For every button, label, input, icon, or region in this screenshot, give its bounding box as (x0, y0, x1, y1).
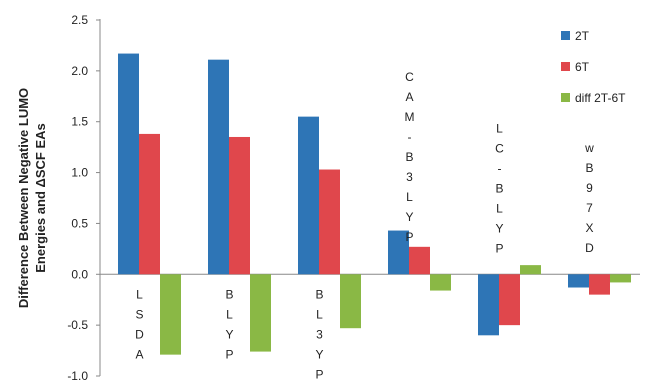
category-label-char: - (408, 130, 412, 144)
category-label-char: 3 (406, 170, 413, 184)
category-label: C A M - B 3 L Y P (405, 70, 415, 244)
legend-swatch (561, 93, 570, 102)
legend: 2T 6T diff 2T-6T (561, 29, 626, 105)
bar-2t-bl3yp (298, 116, 319, 275)
category-label-char: 3 (316, 327, 323, 341)
y-tick-label: 2.5 (71, 13, 88, 27)
category-label-char: M (405, 110, 415, 124)
category-label-char: S (135, 307, 143, 321)
bar-diff-2t-6t-lsda (160, 274, 181, 355)
category-label-char: P (495, 241, 503, 255)
y-axis: -1.0 -0.5 0.0 0.5 1.0 1.5 2.0 2.5 (67, 13, 640, 380)
legend-label: 2T (575, 29, 590, 43)
bar-6t-wb97xd (589, 274, 610, 295)
category-label-char: Y (405, 210, 413, 224)
bar-diff-2t-6t-blyp (250, 274, 271, 352)
bar-6t-cam-b3lyp (409, 246, 430, 275)
category-label-char: L (406, 190, 413, 204)
y-axis-label: Difference Between Negative LUMO Energies… (16, 88, 48, 308)
category-label-char: Y (225, 327, 233, 341)
y-tick-label: 0.0 (71, 267, 88, 281)
legend-swatch (561, 62, 570, 71)
bar-2t-lsda (118, 53, 139, 275)
category-label-char: C (495, 141, 504, 155)
y-axis-label-line: Energies and ΔSCF EAs (33, 123, 48, 273)
legend-swatch (561, 31, 570, 40)
bar-2t-cam-b3lyp (388, 230, 409, 275)
y-tick-label: 2.0 (71, 64, 88, 78)
category-label-char: Y (315, 347, 323, 361)
category-label-char: Y (495, 221, 503, 235)
category-label-char: P (405, 230, 413, 244)
bar-6t-lc-blyp (499, 274, 520, 326)
category-label: L C -B L Y P (495, 121, 504, 255)
category-label-text: C A M - B 3 L Y P (405, 70, 415, 244)
category-label-char: L (496, 201, 503, 215)
category-label-char: D (585, 241, 594, 255)
category-label-char: B (405, 150, 413, 164)
y-tick-label: 1.0 (71, 166, 88, 180)
category-label-text: L C -B L Y P (495, 121, 504, 255)
category-label-char: C (405, 70, 414, 84)
category-label-char: A (405, 90, 413, 104)
bar-6t-bl3yp (319, 169, 340, 275)
bar-2t-wb97xd (568, 274, 589, 288)
bars (118, 53, 631, 355)
bar-diff-2t-6t-bl3yp (340, 274, 361, 329)
category-label-char: L (496, 121, 503, 135)
y-axis-label-line: Difference Between Negative LUMO (16, 88, 31, 308)
y-tick-label: -1.0 (67, 369, 88, 380)
y-tick-label: -0.5 (67, 318, 88, 332)
category-label-char: L (316, 307, 323, 321)
category-label-char: 9 (586, 181, 593, 195)
category-label-char: D (135, 327, 144, 341)
category-label-char: P (315, 367, 323, 380)
bar-6t-lsda (139, 133, 160, 275)
bar-2t-lc-blyp (478, 274, 499, 336)
category-label-char: w (584, 141, 594, 155)
category-label-char: L (136, 287, 143, 301)
legend-label: diff 2T-6T (575, 91, 626, 105)
category-labels: L S D AB L Y PB L 3 Y PC A M -B 3 L Y PL C -B L Y Pw B 9 7 X D (135, 70, 594, 380)
category-label-char: - (498, 161, 502, 175)
legend-label: 6T (575, 60, 590, 74)
bar-6t-blyp (229, 136, 250, 275)
category-label-char: P (225, 347, 233, 361)
bar-2t-blyp (208, 59, 229, 275)
y-tick-label: 1.5 (71, 115, 88, 129)
category-label-char: B (495, 181, 503, 195)
category-label-char: X (585, 221, 593, 235)
category-label-char: 7 (586, 201, 593, 215)
y-tick-label: 0.5 (71, 216, 88, 230)
category-label-char: B (225, 287, 233, 301)
bar-diff-2t-6t-cam-b3lyp (430, 274, 451, 291)
category-label-char: A (135, 347, 143, 361)
bar-diff-2t-6t-wb97xd (610, 274, 631, 283)
category-label-char: B (585, 161, 593, 175)
category-label-char: B (315, 287, 323, 301)
bar-diff-2t-6t-lc-blyp (520, 265, 541, 275)
category-label-char: L (226, 307, 233, 321)
